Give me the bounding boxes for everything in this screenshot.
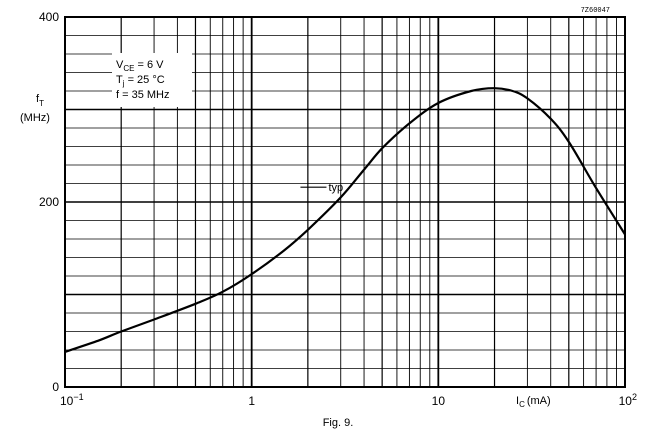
x-tick-label: 10	[432, 394, 446, 408]
condition-line: Tj = 25 °C	[116, 74, 165, 88]
y-axis-unit: (MHz)	[20, 112, 50, 124]
condition-value: = 6 V	[134, 59, 164, 71]
x-tick-labels: 10−1 1 10 102	[60, 392, 637, 408]
conditions-background	[112, 53, 192, 107]
condition-line: f = 35 MHz	[116, 89, 170, 101]
series-layer: typ	[64, 87, 626, 353]
condition-value: = 25 °C	[125, 74, 165, 86]
x-tick-base: 1	[248, 394, 255, 408]
condition-subscript: CE	[123, 64, 134, 73]
y-tick-label: 400	[39, 10, 59, 24]
y-tick-label: 200	[39, 195, 59, 209]
y-axis-label: fT (MHz)	[20, 93, 50, 124]
annotation-typ: typ	[328, 182, 343, 194]
x-axis-label: IC (mA)	[516, 395, 551, 409]
condition-symbol: T	[116, 74, 123, 86]
x-axis-text: IC (mA)	[516, 395, 551, 409]
y-tick-label: 0	[52, 380, 59, 394]
y-axis-symbol: fT	[36, 93, 44, 108]
x-tick-base: 10	[432, 394, 446, 408]
condition-line: VCE = 6 V	[116, 59, 164, 73]
plot-frame	[64, 16, 626, 388]
condition-subscript: j	[122, 79, 125, 88]
test-conditions: VCE = 6 VTj = 25 °Cf = 35 MHz	[112, 53, 192, 107]
condition-symbol: f	[116, 89, 120, 101]
condition-symbol: V	[116, 59, 124, 71]
x-tick-exponent: −1	[73, 392, 83, 402]
figure-caption: Fig. 9.	[323, 417, 354, 429]
x-tick-base: 10	[619, 394, 633, 408]
x-tick-exponent: 2	[632, 392, 637, 402]
condition-value: = 35 MHz	[119, 89, 169, 101]
grid	[65, 17, 625, 387]
x-tick-label: 1	[248, 394, 255, 408]
x-tick-label: 102	[619, 392, 637, 408]
x-tick-base: 10	[60, 394, 74, 408]
y-tick-labels: 0 200 400	[39, 10, 59, 394]
series-line-typ	[64, 87, 626, 353]
figure-code: 7Z60047	[581, 7, 610, 15]
x-tick-label: 10−1	[60, 392, 84, 408]
